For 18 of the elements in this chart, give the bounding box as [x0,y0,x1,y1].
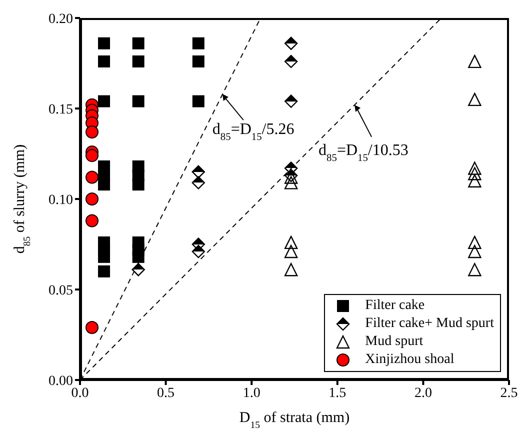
y-tick-label: 0.10 [48,192,73,208]
y-tick-label: 0.05 [48,283,73,298]
x-axis-title: D$_{15}$ of strata (mm) [239,410,350,430]
y-tick-label: 0.20 [48,12,73,27]
y-tick-label: 0.00 [48,374,73,389]
annotation: d$_{85}$=D$_{15}$/5.26 [212,121,294,143]
annotation: d$_{85}$=D$_{15}$/10.53 [318,142,408,164]
x-tick-label: 0.5 [157,386,175,401]
x-tick-label: 1.0 [242,386,260,401]
legend-label: Filter cake+ Mud spurt [365,315,494,333]
y-tick-label: 0.15 [48,102,73,118]
x-tick-label: 0.0 [71,386,89,401]
legend-label: Xinjizhou shoal [365,351,454,369]
legend-label: Filter cake [365,297,425,315]
x-tick-label: 2.0 [414,386,432,401]
x-tick-label: 1.5 [328,386,346,401]
x-tick-label: 2.5 [500,386,518,401]
legend-label: Mud spurt [365,333,424,351]
